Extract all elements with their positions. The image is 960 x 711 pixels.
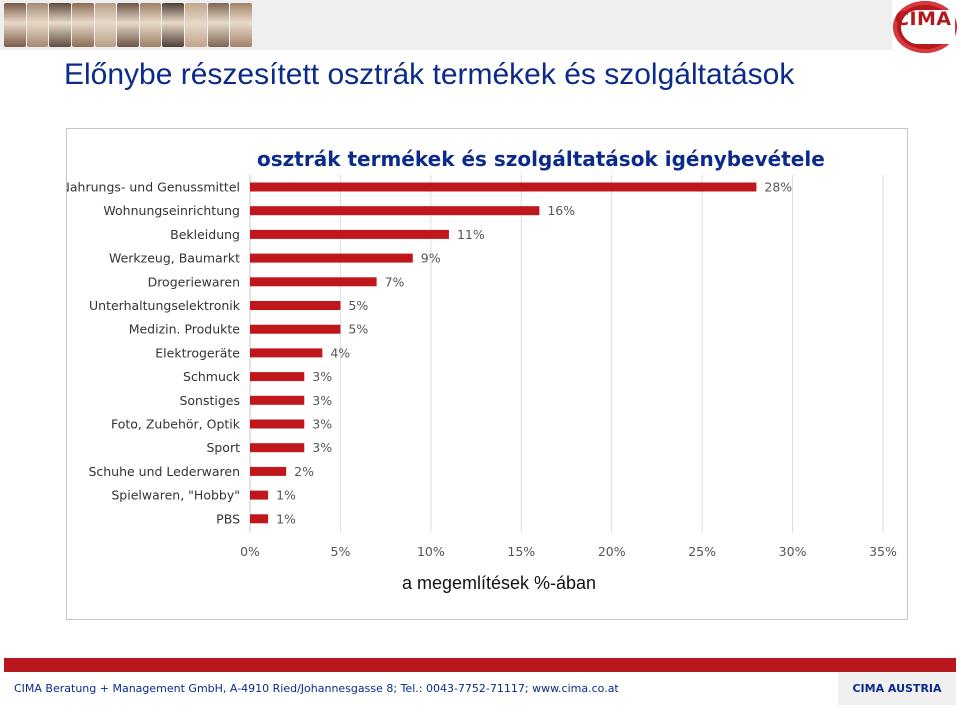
- footer-accent-bar: [4, 658, 956, 672]
- bar: [250, 419, 305, 429]
- cima-logo: CIMA: [893, 1, 957, 53]
- x-tick-label: 20%: [598, 544, 626, 559]
- value-label: 9%: [421, 251, 441, 266]
- x-tick-label: 30%: [779, 544, 807, 559]
- header-bar: [0, 0, 892, 50]
- value-label: 3%: [312, 417, 332, 432]
- x-tick-label: 10%: [417, 544, 445, 559]
- bar: [250, 466, 287, 476]
- chart-x-ticks: 0% 5% 10% 15% 20% 25% 30% 35%: [240, 544, 897, 559]
- x-tick-label: 35%: [869, 544, 897, 559]
- category-label: Nahrungs- und Genussmittel: [67, 180, 240, 195]
- category-label: Drogeriewaren: [148, 274, 240, 289]
- bar: [250, 229, 449, 239]
- x-tick-label: 5%: [331, 544, 351, 559]
- chart-category-labels: Nahrungs- und Genussmittel Wohnungseinric…: [67, 180, 241, 527]
- category-label: Schuhe und Lederwaren: [88, 464, 240, 479]
- x-axis-label: a megemlítések %-ában: [402, 573, 596, 593]
- header-photo: [117, 3, 139, 47]
- x-tick-label: 0%: [240, 544, 260, 559]
- header-photo: [139, 3, 162, 47]
- category-label: Unterhaltungselektronik: [89, 298, 241, 313]
- header-photo: [26, 3, 49, 47]
- bar: [250, 182, 757, 192]
- value-label: 28%: [764, 180, 792, 195]
- category-label: Bekleidung: [170, 227, 240, 242]
- category-label: Wohnungseinrichtung: [103, 203, 240, 218]
- category-label: Medizin. Produkte: [129, 322, 241, 337]
- value-label: 16%: [547, 203, 575, 218]
- value-label: 1%: [276, 488, 296, 503]
- footer-brand: CIMA AUSTRIA: [838, 672, 956, 705]
- category-label: Foto, Zubehör, Optik: [111, 417, 241, 432]
- value-label: 2%: [294, 464, 314, 479]
- value-label: 5%: [348, 298, 368, 313]
- chart-panel: osztrák termékek és szolgáltatások igény…: [66, 128, 908, 620]
- bar: [250, 443, 305, 453]
- header-photo: [49, 3, 71, 47]
- chart-title: osztrák termékek és szolgáltatások igény…: [257, 147, 825, 171]
- header-photo: [207, 3, 230, 47]
- value-label: 7%: [385, 274, 405, 289]
- header-photo: [230, 3, 253, 47]
- category-label: Werkzeug, Baumarkt: [109, 251, 240, 266]
- bar: [250, 324, 341, 334]
- chart-value-labels: 28% 16% 11% 9% 7% 5% 5% 4% 3% 3% 3% 3% 2% 1% 1%: [276, 180, 792, 527]
- value-label: 3%: [312, 393, 332, 408]
- bar: [250, 372, 305, 382]
- bar: [250, 348, 323, 358]
- header-photo: [4, 3, 26, 47]
- bar: [250, 514, 269, 524]
- bar: [250, 301, 341, 310]
- bar: [250, 490, 269, 500]
- page-title: Előnybe részesített osztrák termékek és …: [64, 58, 795, 91]
- footer-contact: CIMA Beratung + Management GmbH, A-4910 …: [4, 672, 838, 705]
- bar-chart: osztrák termékek és szolgáltatások igény…: [67, 147, 897, 593]
- category-label: Schmuck: [183, 369, 241, 384]
- header-photo: [185, 3, 207, 47]
- category-label: Sport: [206, 440, 240, 455]
- category-label: Spielwaren, "Hobby": [111, 488, 240, 503]
- value-label: 1%: [276, 511, 296, 526]
- header-photo: [94, 3, 117, 47]
- header-photo: [162, 3, 185, 47]
- chart-bars: [250, 182, 757, 524]
- value-label: 11%: [457, 227, 485, 242]
- header-photo: [71, 3, 94, 47]
- bar: [250, 253, 413, 263]
- logo-text: CIMA: [895, 8, 952, 30]
- value-label: 5%: [348, 322, 368, 337]
- bar: [250, 277, 377, 287]
- value-label: 3%: [312, 440, 332, 455]
- category-label: Sonstiges: [179, 393, 240, 408]
- logo-inner: [901, 10, 955, 44]
- header-photo-strip: [4, 3, 253, 47]
- bar: [250, 206, 540, 216]
- category-label: PBS: [216, 511, 240, 526]
- value-label: 4%: [330, 345, 350, 360]
- x-tick-label: 25%: [688, 544, 716, 559]
- bar: [250, 395, 305, 405]
- x-tick-label: 15%: [507, 544, 535, 559]
- category-label: Elektrogeräte: [155, 345, 240, 360]
- value-label: 3%: [312, 369, 332, 384]
